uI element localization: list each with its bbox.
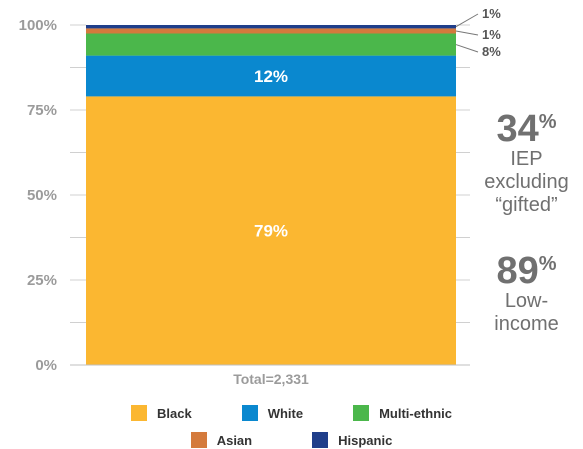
stat-low-income-label-2: income xyxy=(494,313,559,335)
legend-swatch xyxy=(312,432,329,448)
stat-low-income-label-1: Low- xyxy=(504,290,549,312)
data-labels: 79% 12% 8% 1% 1% xyxy=(254,6,501,241)
leader-line xyxy=(455,44,479,53)
y-axis-ticks: 0% 25% 50% 75% 100% xyxy=(19,17,57,374)
legend-label: Asian xyxy=(216,432,253,448)
y-tick-label: 75% xyxy=(27,102,57,119)
legend-swatch xyxy=(353,405,370,421)
legend-item-asian: Asian xyxy=(190,432,253,448)
bar-segment-white xyxy=(86,55,456,97)
legend-row-2: Asian Hispanic xyxy=(0,432,583,448)
y-tick-label: 0% xyxy=(35,357,57,374)
legend-label: Black xyxy=(156,405,192,421)
stat-iep-label-2: excluding xyxy=(484,171,569,193)
legend-row-1: Black White Multi-ethnic xyxy=(0,405,583,421)
stacked-bar-chart: 0% 25% 50% 75% 100% 79% 12% 8% 1% 1% Total=2,331 xyxy=(19,6,502,387)
leader-line xyxy=(455,30,479,36)
legend-label: Hispanic xyxy=(338,432,393,448)
legend-swatch xyxy=(190,432,207,448)
stat-low-income: 89% Low- income xyxy=(470,252,583,336)
legend-item-black: Black xyxy=(130,405,192,421)
leader-line xyxy=(455,13,479,28)
data-label-hispanic: 1% xyxy=(482,6,501,21)
bar-segment-black xyxy=(86,96,456,366)
bar-segments xyxy=(86,25,456,366)
stat-iep-value: 34% xyxy=(496,108,557,150)
y-tick-label: 100% xyxy=(19,17,57,34)
x-category-label: Total=2,331 xyxy=(233,371,309,387)
legend-item-multi-ethnic: Multi-ethnic xyxy=(353,405,452,421)
legend-swatch xyxy=(241,405,258,421)
data-label-asian: 1% xyxy=(482,27,501,42)
data-label-multi-ethnic: 8% xyxy=(482,44,501,59)
bar-segment-hispanic xyxy=(86,25,456,29)
data-label-white: 12% xyxy=(254,67,288,86)
legend-item-hispanic: Hispanic xyxy=(312,432,392,448)
legend-label: Multi-ethnic xyxy=(379,405,453,421)
stat-iep-label-1: IEP xyxy=(510,148,543,170)
legend-item-white: White xyxy=(241,405,304,421)
gridlines xyxy=(70,24,470,323)
bar-segment-asian xyxy=(86,28,456,34)
stat-iep-label-3: “gifted” xyxy=(495,194,558,216)
legend-label: White xyxy=(267,405,304,421)
data-label-black: 79% xyxy=(254,222,288,241)
y-tick-label: 25% xyxy=(27,272,57,289)
y-tick-label: 50% xyxy=(27,187,57,204)
bar-segment-multi-ethnic xyxy=(86,33,456,56)
stat-iep: 34% IEP excluding “gifted” xyxy=(470,110,583,217)
legend-swatch xyxy=(130,405,147,421)
stat-low-income-value: 89% xyxy=(496,250,557,292)
